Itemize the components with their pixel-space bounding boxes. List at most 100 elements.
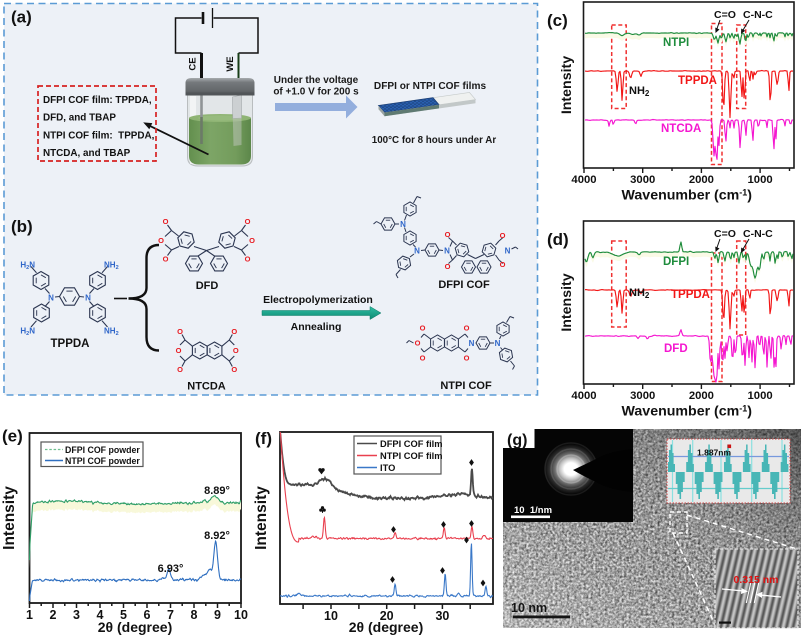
svg-text:2000: 2000	[689, 390, 714, 402]
svg-text:N: N	[444, 246, 450, 255]
svg-text:N: N	[48, 293, 54, 302]
svg-text:Wavenumber (cm-1): Wavenumber (cm-1)	[622, 404, 753, 420]
svg-text:NH2: NH2	[104, 261, 119, 272]
svg-text:10: 10	[324, 609, 338, 623]
svg-text:DFPI COF film: DFPI COF film	[380, 439, 443, 449]
svg-text:2θ (degree): 2θ (degree)	[98, 619, 172, 635]
svg-text:(d): (d)	[547, 230, 569, 249]
svg-text:O: O	[245, 217, 251, 226]
svg-text:8.89°: 8.89°	[204, 485, 230, 497]
svg-text:(b): (b)	[11, 217, 33, 236]
svg-text:O: O	[500, 231, 506, 240]
svg-text:O: O	[233, 346, 239, 355]
svg-text:Under the voltage: Under the voltage	[274, 75, 359, 86]
svg-text:O: O	[445, 230, 451, 239]
svg-text:O: O	[420, 324, 426, 333]
svg-text:N: N	[414, 246, 420, 255]
svg-text:O: O	[415, 339, 421, 348]
svg-text:DFPI or NTPI COF films: DFPI or NTPI COF films	[374, 81, 487, 92]
svg-text:NTPI COF film: NTPI COF film	[380, 451, 443, 461]
svg-text:DFD, and TBAP: DFD, and TBAP	[43, 113, 116, 124]
svg-text:H2N: H2N	[20, 327, 35, 338]
svg-text:Wavenumber (cm-1): Wavenumber (cm-1)	[622, 188, 753, 204]
svg-text:NTPI COF: NTPI COF	[440, 380, 492, 392]
svg-text:C=O: C=O	[714, 228, 736, 240]
svg-text:C-N-C: C-N-C	[743, 228, 773, 240]
svg-text:30: 30	[435, 609, 449, 623]
svg-text:NH2: NH2	[104, 327, 119, 338]
svg-text:8.92°: 8.92°	[204, 530, 230, 542]
svg-text:O: O	[231, 327, 237, 336]
svg-text:O: O	[177, 365, 183, 374]
svg-text:N: N	[505, 246, 511, 255]
svg-text:Intensity: Intensity	[1, 486, 18, 550]
svg-text:NTPI: NTPI	[663, 37, 689, 49]
svg-text:O: O	[163, 217, 169, 226]
svg-text:4000: 4000	[571, 174, 596, 186]
svg-text:N: N	[469, 339, 475, 348]
svg-text:DFPI COF: DFPI COF	[438, 279, 490, 291]
svg-text:6: 6	[144, 608, 151, 622]
svg-text:N: N	[400, 220, 406, 229]
svg-text:TPPDA: TPPDA	[678, 75, 717, 87]
svg-text:NTPI COF film: TPPDA,: NTPI COF film: TPPDA,	[43, 130, 155, 141]
svg-text:NH2: NH2	[629, 287, 650, 300]
svg-text:NTCDA: NTCDA	[187, 381, 226, 393]
svg-text:WE: WE	[225, 56, 236, 71]
svg-text:10 nm: 10 nm	[511, 601, 547, 615]
svg-text:2: 2	[50, 608, 57, 622]
svg-text:1.887nm: 1.887nm	[697, 448, 731, 458]
svg-text:O: O	[445, 262, 451, 271]
svg-text:O: O	[464, 324, 470, 333]
svg-text:Intensity: Intensity	[559, 273, 575, 331]
svg-text:O: O	[249, 236, 255, 245]
svg-text:O: O	[464, 354, 470, 363]
svg-text:(e): (e)	[2, 427, 23, 446]
svg-text:0.315 nm: 0.315 nm	[734, 574, 779, 586]
svg-text:3000: 3000	[630, 390, 655, 402]
svg-text:Electropolymerization: Electropolymerization	[263, 294, 373, 306]
svg-text:N: N	[495, 339, 501, 348]
svg-text:C=O: C=O	[714, 9, 736, 21]
svg-text:DFD: DFD	[664, 343, 688, 355]
svg-text:ITO: ITO	[380, 463, 395, 473]
svg-text:1: 1	[26, 608, 33, 622]
svg-text:CE: CE	[188, 57, 199, 70]
svg-text:3: 3	[73, 608, 80, 622]
svg-text:TPPDA: TPPDA	[671, 289, 710, 301]
svg-text:NTCDA, and TBAP: NTCDA, and TBAP	[43, 148, 131, 159]
svg-text:4: 4	[97, 608, 104, 622]
svg-text:O: O	[163, 255, 169, 264]
svg-text:of +1.0 V for 200 s: of +1.0 V for 200 s	[273, 87, 359, 98]
svg-text:7: 7	[167, 608, 174, 622]
svg-text:DFPI COF film: TPPDA,: DFPI COF film: TPPDA,	[43, 95, 152, 106]
svg-text:O: O	[177, 327, 183, 336]
svg-text:O: O	[231, 365, 237, 374]
svg-text:6.93°: 6.93°	[158, 563, 184, 575]
svg-text:Intensity: Intensity	[559, 56, 575, 114]
svg-text:(f): (f)	[255, 429, 272, 448]
svg-text:O: O	[500, 260, 506, 269]
svg-text:4000: 4000	[571, 390, 596, 402]
svg-text:2000: 2000	[689, 174, 714, 186]
svg-text:2θ (degree): 2θ (degree)	[349, 619, 423, 635]
svg-text:10: 10	[234, 608, 248, 622]
svg-text:DFD: DFD	[196, 280, 219, 292]
svg-text:5: 5	[120, 608, 127, 622]
svg-text:C-N-C: C-N-C	[743, 9, 773, 21]
svg-text:100°C for 8 hours under Ar: 100°C for 8 hours under Ar	[372, 135, 497, 146]
svg-text:10 1/nm: 10 1/nm	[514, 505, 552, 516]
svg-text:TPPDA: TPPDA	[51, 338, 90, 350]
svg-text:(g): (g)	[507, 432, 527, 449]
svg-text:O: O	[245, 255, 251, 264]
svg-text:20: 20	[380, 609, 394, 623]
svg-text:Annealing: Annealing	[291, 321, 342, 333]
svg-text:N: N	[85, 293, 91, 302]
svg-text:H2N: H2N	[20, 261, 35, 272]
svg-text:O: O	[176, 346, 182, 355]
svg-text:Intensity: Intensity	[253, 486, 270, 550]
svg-text:3000: 3000	[630, 174, 655, 186]
svg-text:NTPI COF powder: NTPI COF powder	[65, 456, 140, 466]
svg-text:O: O	[158, 236, 164, 245]
svg-text:NTCDA: NTCDA	[661, 123, 701, 135]
